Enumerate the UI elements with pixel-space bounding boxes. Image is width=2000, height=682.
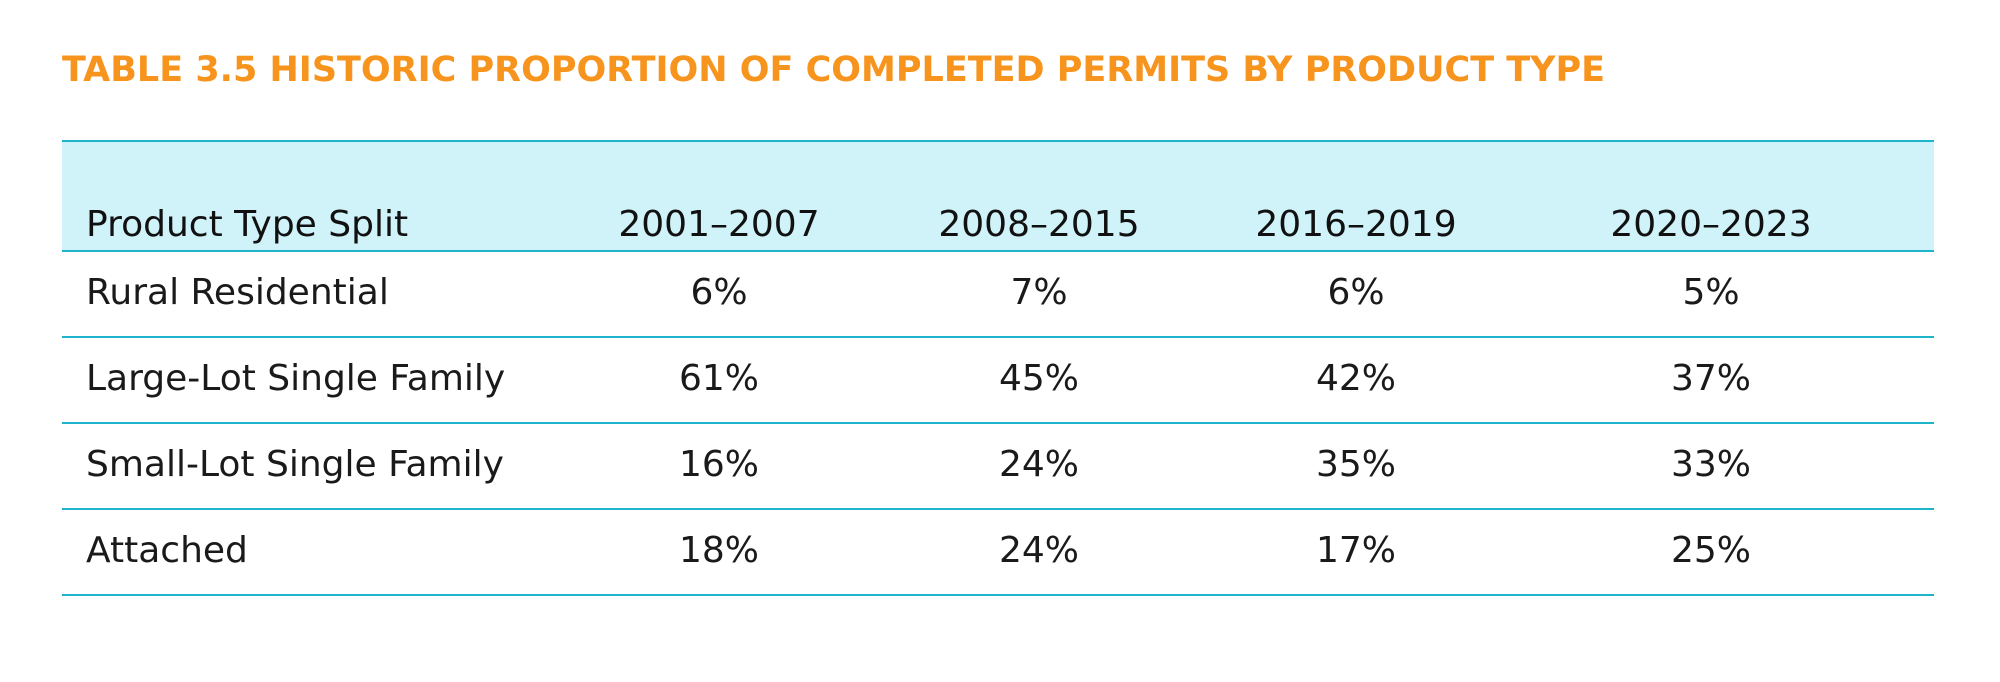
table-row: Attached 18% 24% 17% 25% [62,510,1934,596]
table-cell: 6% [1327,272,1385,313]
header-2016-2019: 2016–2019 [1255,204,1457,245]
table-cell: 24% [998,444,1079,485]
header-2020-2023: 2020–2023 [1610,204,1812,245]
table-cell: 61% [678,358,759,399]
table-cell: 35% [1315,444,1396,485]
table-cell: 18% [678,530,759,571]
table-title: TABLE 3.5 HISTORIC PROPORTION OF COMPLET… [62,50,1606,90]
table-row: Large-Lot Single Family 61% 45% 42% 37% [62,338,1934,424]
table-cell: 45% [998,358,1079,399]
row-label: Large-Lot Single Family [86,358,506,399]
header-2008-2015: 2008–2015 [938,204,1140,245]
table-cell: 5% [1682,272,1740,313]
row-label: Rural Residential [86,272,389,313]
table-row: Rural Residential 6% 7% 6% 5% [62,252,1934,338]
table-row: Small-Lot Single Family 16% 24% 35% 33% [62,424,1934,510]
table-cell: 33% [1670,444,1751,485]
table-cell: 6% [690,272,748,313]
table-cell: 17% [1315,530,1396,571]
row-label: Attached [86,530,248,571]
permits-table: Product Type Split 2001–2007 2008–2015 2… [62,140,1934,596]
table-cell: 16% [678,444,759,485]
table-cell: 7% [1010,272,1068,313]
header-product-type: Product Type Split [86,204,409,245]
table-cell: 24% [998,530,1079,571]
header-2001-2007: 2001–2007 [618,204,820,245]
table-cell: 42% [1315,358,1396,399]
table-header-row: Product Type Split 2001–2007 2008–2015 2… [62,140,1934,252]
table-cell: 37% [1670,358,1751,399]
table-cell: 25% [1670,530,1751,571]
row-label: Small-Lot Single Family [86,444,504,485]
